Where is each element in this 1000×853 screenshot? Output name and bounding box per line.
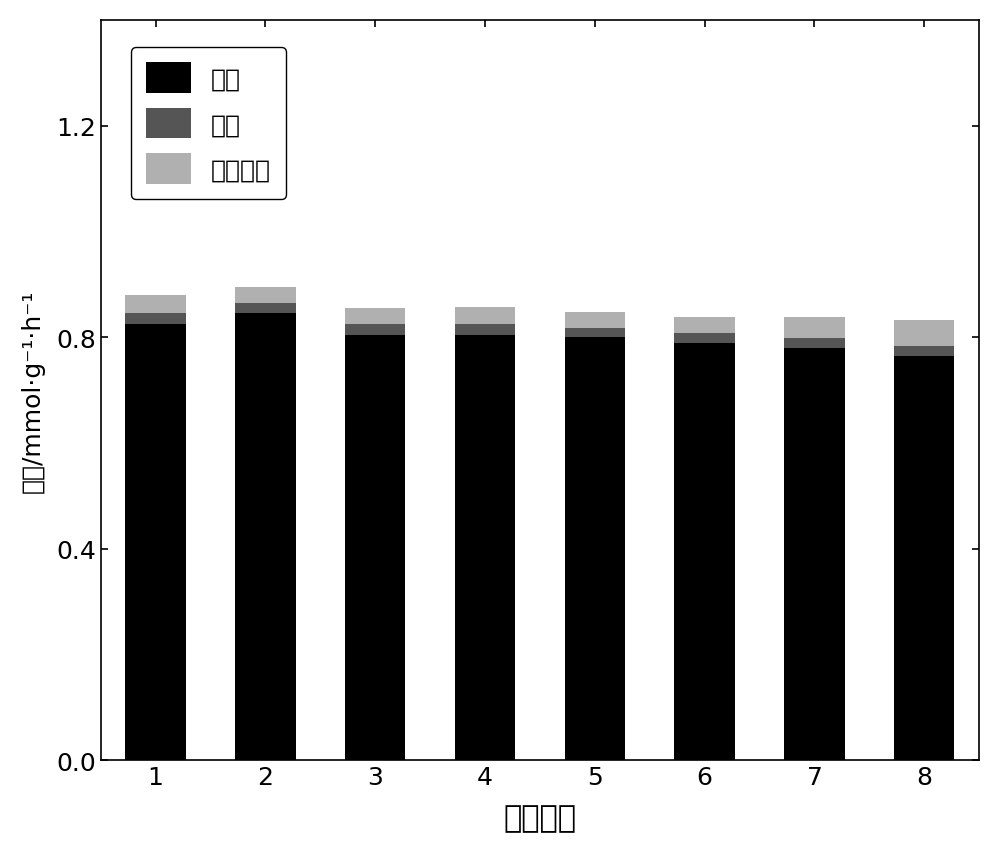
Bar [345,325,405,335]
Bar [455,335,515,761]
Bar [455,325,515,335]
Bar [565,338,625,761]
Bar [674,343,735,761]
Bar [674,318,735,334]
Bar [455,307,515,325]
Bar [235,287,296,304]
Bar [125,314,186,325]
Bar [784,348,845,761]
X-axis label: 循环次数: 循环次数 [503,804,576,833]
Bar [235,314,296,761]
Legend: 乙烷, 乙烯, 二氧化碳: 乙烷, 乙烯, 二氧化碳 [131,48,286,200]
Bar [674,334,735,343]
Bar [125,295,186,314]
Bar [784,339,845,348]
Bar [125,325,186,761]
Bar [894,347,954,357]
Bar [894,321,954,347]
Y-axis label: 产率/mmol·g⁻¹·h⁻¹: 产率/mmol·g⁻¹·h⁻¹ [21,289,45,492]
Bar [565,312,625,328]
Bar [784,318,845,339]
Bar [345,335,405,761]
Bar [894,357,954,761]
Bar [565,328,625,338]
Bar [235,304,296,314]
Bar [345,309,405,325]
